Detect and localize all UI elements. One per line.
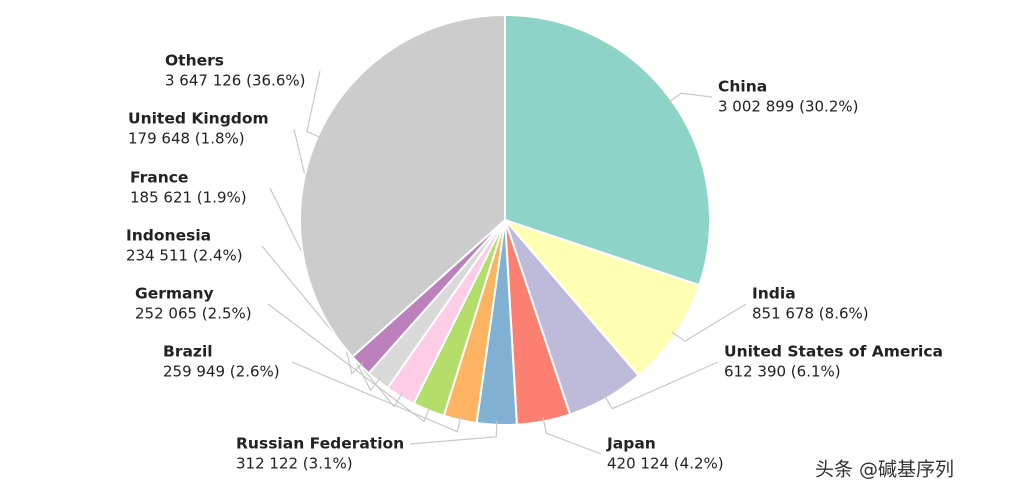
- leader-line: [542, 417, 602, 455]
- slice-value-label: 252 065 (2.5%): [135, 305, 252, 323]
- leader-line: [261, 245, 403, 408]
- slice-value-label: 259 949 (2.6%): [163, 363, 280, 381]
- slice-label: France: [130, 169, 188, 187]
- leader-line: [291, 361, 462, 433]
- leader-line: [667, 92, 713, 104]
- slice-label: China: [718, 78, 767, 96]
- slice-label: United Kingdom: [128, 110, 269, 128]
- leader-line: [306, 70, 322, 139]
- slice-value-label: 612 390 (6.1%): [724, 363, 841, 381]
- slice-value-label: 3 647 126 (36.6%): [165, 72, 305, 90]
- leader-line: [409, 420, 498, 445]
- leader-line: [603, 361, 719, 410]
- slice-label: United States of America: [724, 343, 943, 361]
- slice-label: Japan: [606, 435, 656, 453]
- leader-line: [671, 303, 747, 342]
- slice-label: India: [752, 285, 796, 303]
- slice-value-label: 234 511 (2.4%): [126, 247, 243, 265]
- slice-label: Russian Federation: [236, 435, 404, 453]
- slice-label: Brazil: [163, 343, 213, 361]
- slice-value-label: 179 648 (1.8%): [128, 130, 245, 148]
- slice-value-label: 3 002 899 (30.2%): [718, 98, 858, 116]
- watermark: 头条 @碱基序列: [815, 459, 954, 481]
- slice-value-label: 851 678 (8.6%): [752, 305, 869, 323]
- leader-line: [267, 303, 431, 423]
- slice-value-label: 312 122 (3.1%): [236, 455, 353, 473]
- slice-label: Indonesia: [126, 227, 211, 245]
- slice-value-label: 185 621 (1.9%): [130, 189, 247, 207]
- slice-value-label: 420 124 (4.2%): [607, 455, 724, 473]
- slice-label: Others: [165, 52, 224, 70]
- slice-label: Germany: [135, 285, 214, 303]
